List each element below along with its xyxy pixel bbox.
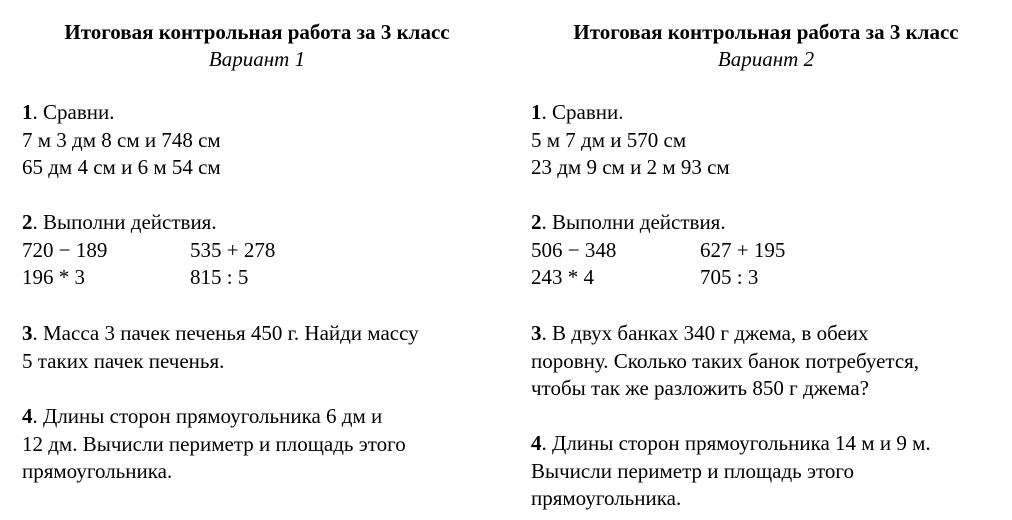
task-number: 1 (22, 100, 33, 124)
task-3: 3. В двух банках 340 г джема, в обеих по… (531, 320, 919, 403)
task-text: . Длины сторон прямоугольника 6 дм и (32, 404, 383, 428)
ops-row: 243 * 4 705 : 3 (531, 264, 758, 292)
task-4: 4. Длины сторон прямоугольника 6 дм и 12… (22, 403, 406, 486)
variant-label: Вариант 1 (208, 47, 306, 71)
task-4: 4. Длины сторон прямоугольника 14 м и 9 … (531, 430, 931, 513)
task-line: прямоугольника. (22, 459, 173, 484)
expression: 627 + 195 (700, 237, 786, 262)
task-text: . Сравни. (32, 100, 115, 124)
task-1: 1. Сравни. 5 м 7 дм и 570 см 23 дм 9 см … (531, 99, 730, 182)
title: Итоговая контрольная работа за 3 класс (64, 20, 450, 44)
task-number: 4 (22, 404, 33, 428)
expression: 196 * 3 (22, 265, 85, 290)
task-text: . Выполни действия. (32, 210, 217, 234)
task-text: . В двух банках 340 г джема, в обеих (541, 321, 869, 345)
task-line: прямоугольника. (531, 486, 682, 511)
ops-row: 506 − 348 627 + 195 (531, 237, 785, 265)
task-number: 3 (531, 321, 542, 345)
task-text: . Выполни действия. (541, 210, 726, 234)
task-number: 4 (531, 431, 542, 455)
header: Итоговая контрольная работа за 3 класс В… (22, 19, 492, 73)
task-line: поровну. Сколько таких банок потребуется… (531, 348, 920, 373)
task-2: 2. Выполни действия. 506 − 348 627 + 195 … (531, 209, 785, 292)
variant-label: Вариант 2 (717, 47, 815, 71)
task-line: 5 м 7 дм и 570 см (531, 127, 687, 152)
task-line: Вычисли периметр и площадь этого (531, 458, 855, 483)
task-line: 65 дм 4 см и 6 м 54 см (22, 155, 221, 180)
task-line: чтобы так же разложить 850 г джема? (531, 376, 869, 401)
task-1: 1. Сравни. 7 м 3 дм 8 см и 748 см 65 дм … (22, 99, 221, 182)
task-number: 1 (531, 100, 542, 124)
task-3: 3. Масса 3 пачек печенья 450 г. Найди ма… (22, 320, 419, 375)
task-line: 5 таких пачек печенья. (22, 348, 225, 373)
task-line: 7 м 3 дм 8 см и 748 см (22, 127, 221, 152)
ops-row: 720 − 189 535 + 278 (22, 237, 275, 265)
ops-row: 196 * 3 815 : 5 (22, 264, 248, 292)
task-number: 2 (22, 210, 33, 234)
expression: 720 − 189 (22, 237, 108, 262)
task-text: . Масса 3 пачек печенья 450 г. Найди мас… (32, 321, 419, 345)
expression: 705 : 3 (700, 265, 759, 290)
task-line: 23 дм 9 см и 2 м 93 см (531, 155, 730, 180)
title: Итоговая контрольная работа за 3 класс (573, 20, 959, 44)
task-line: 12 дм. Вычисли периметр и площадь этого (22, 431, 406, 456)
task-text: . Длины сторон прямоугольника 14 м и 9 м… (541, 431, 931, 455)
expression: 506 − 348 (531, 237, 617, 262)
task-2: 2. Выполни действия. 720 − 189 535 + 278 … (22, 209, 275, 292)
task-text: . Сравни. (541, 100, 624, 124)
expression: 815 : 5 (190, 265, 249, 290)
header: Итоговая контрольная работа за 3 класс В… (531, 19, 1001, 73)
expression: 535 + 278 (190, 237, 276, 262)
task-number: 3 (22, 321, 33, 345)
task-number: 2 (531, 210, 542, 234)
expression: 243 * 4 (531, 265, 594, 290)
